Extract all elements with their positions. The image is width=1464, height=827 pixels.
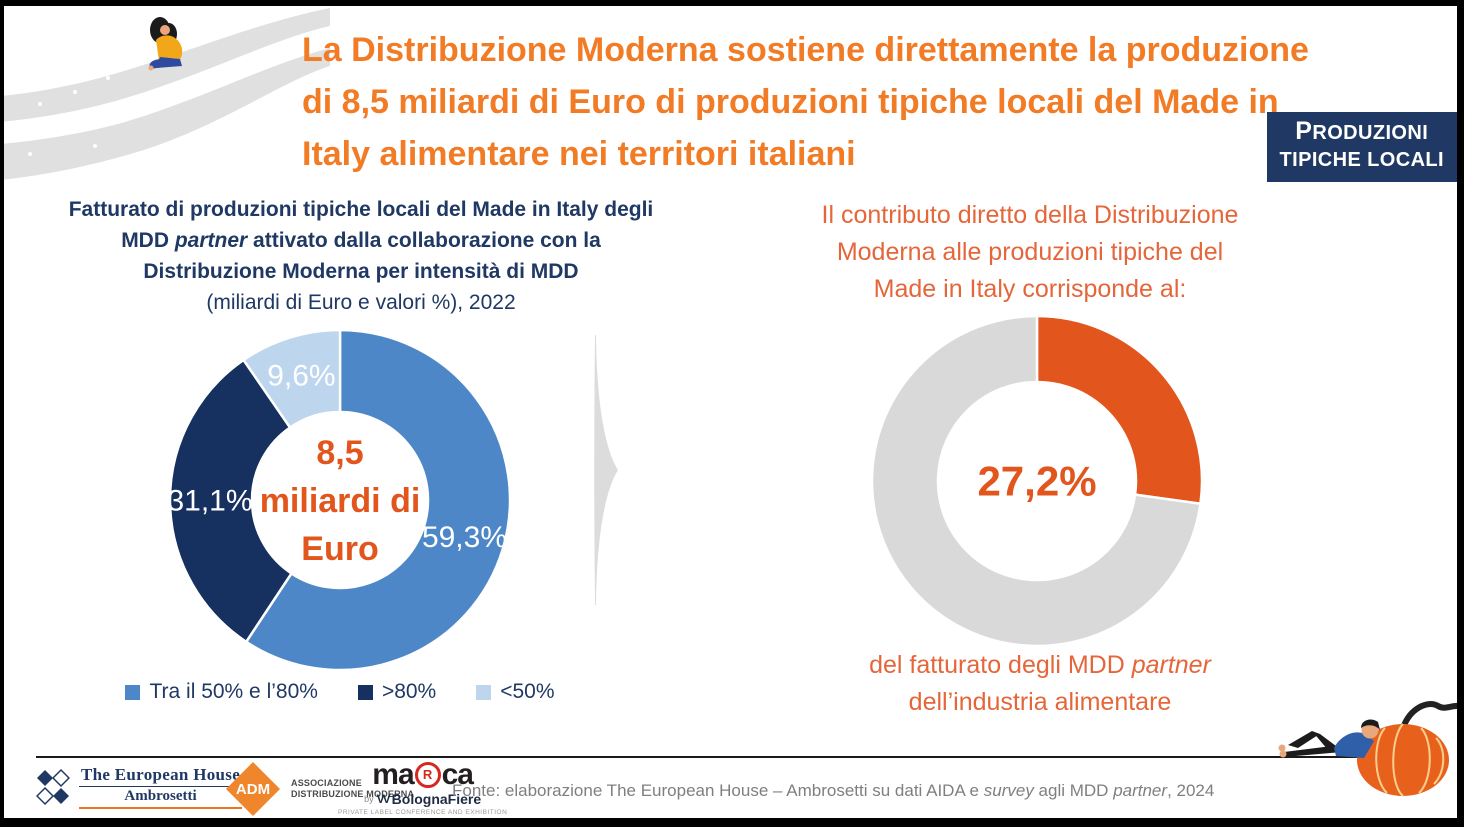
footer-divider-line xyxy=(36,756,1362,758)
slice-value-label: 9,6% xyxy=(267,359,335,392)
donut-slice xyxy=(242,328,342,429)
title-line-1: La Distribuzione Moderna sostiene dirett… xyxy=(302,31,1309,69)
section-divider xyxy=(594,335,618,605)
adm-diamond-icon: ADM xyxy=(226,762,280,816)
source-note: Fonte: elaborazione The European House –… xyxy=(452,781,1215,800)
adm-logo: ADM ASSOCIAZIONE DISTRIBUZIONE MODERNA xyxy=(226,762,414,816)
donut-slice xyxy=(870,314,1202,648)
registered-mark-icon: R xyxy=(414,762,441,788)
legend-item: <50% xyxy=(476,680,555,704)
badge-line-1: PRODUZIONI xyxy=(1295,117,1429,145)
ambrosetti-wordmark: The European House Ambrosetti xyxy=(79,765,243,809)
bolognafiere-wordmark: by VV BolognaFiere xyxy=(364,791,482,807)
chart-legend: Tra il 50% e l’80% >80% <50% xyxy=(60,680,620,704)
legend-label: >80% xyxy=(381,680,437,703)
donut-center-label: 8,5 miliardi di Euro xyxy=(260,434,421,568)
marca-tagline: PRIVATE LABEL CONFERENCE AND EXHIBITION xyxy=(338,809,508,816)
legend-label: Tra il 50% e l’80% xyxy=(149,680,318,703)
left-chart-title-line-2: MDD partner attivato dalla collaborazion… xyxy=(121,229,601,252)
right-intro-text: Il contributo diretto della Distribuzion… xyxy=(760,197,1300,308)
legend-label: <50% xyxy=(500,680,555,703)
donut-slice xyxy=(1035,314,1204,505)
donut-chart-contribution-share: 27,2% xyxy=(870,314,1204,648)
right-caption-text: del fatturato degli MDD partner dell’ind… xyxy=(785,647,1295,721)
title-line-3: Italy alimentare nei territori italiani xyxy=(302,135,856,173)
legend-swatch xyxy=(476,684,492,700)
left-chart-title-line-1: Fatturato di produzioni tipiche locali d… xyxy=(68,198,654,221)
left-chart-subtitle: (miliardi di Euro e valori %), 2022 xyxy=(206,291,516,314)
legend-item: Tra il 50% e l’80% xyxy=(125,680,318,704)
right-intro-line-2: Moderna alle produzioni tipiche del xyxy=(836,238,1224,266)
adm-wordmark: ASSOCIAZIONE DISTRIBUZIONE MODERNA xyxy=(291,778,415,799)
donut-center-label: 27,2% xyxy=(977,458,1096,505)
topic-badge: PRODUZIONI TIPICHE LOCALI xyxy=(1266,112,1457,182)
badge-line-2: TIPICHE LOCALI xyxy=(1279,149,1444,171)
sitting-person-illustration xyxy=(148,17,183,71)
legend-swatch xyxy=(357,684,373,700)
pumpkin-person-illustration xyxy=(1278,701,1464,797)
ambrosetti-logo: The European House Ambrosetti xyxy=(36,765,243,809)
legend-swatch xyxy=(125,684,141,700)
donut-slice xyxy=(244,328,512,672)
donut-slice xyxy=(168,358,293,644)
donut-chart-mdd-intensity: 59,3% 31,1% 9,6% 8,5 miliardi di Euro xyxy=(167,328,512,672)
title-line-2: di 8,5 miliardi di Euro di produzioni ti… xyxy=(302,83,1279,121)
left-chart-title-line-3: Distribuzione Moderna per intensità di M… xyxy=(143,260,579,283)
slice-value-label: 59,3% xyxy=(422,521,507,554)
ambrosetti-diamonds-icon xyxy=(36,768,70,806)
right-intro-line-1: Il contributo diretto della Distribuzion… xyxy=(821,201,1239,229)
page-title: La Distribuzione Moderna sostiene dirett… xyxy=(302,24,1437,180)
right-caption-line-1: del fatturato degli MDD partner xyxy=(869,651,1211,679)
legend-item: >80% xyxy=(357,680,437,704)
wave-decoration xyxy=(0,8,330,180)
left-chart-title: Fatturato di produzioni tipiche locali d… xyxy=(8,194,714,318)
right-intro-line-3: Made in Italy corrisponde al: xyxy=(873,275,1187,303)
double-check-icon: VV xyxy=(376,792,391,806)
slice-value-label: 31,1% xyxy=(167,485,252,518)
right-caption-line-2: dell’industria alimentare xyxy=(908,688,1172,716)
